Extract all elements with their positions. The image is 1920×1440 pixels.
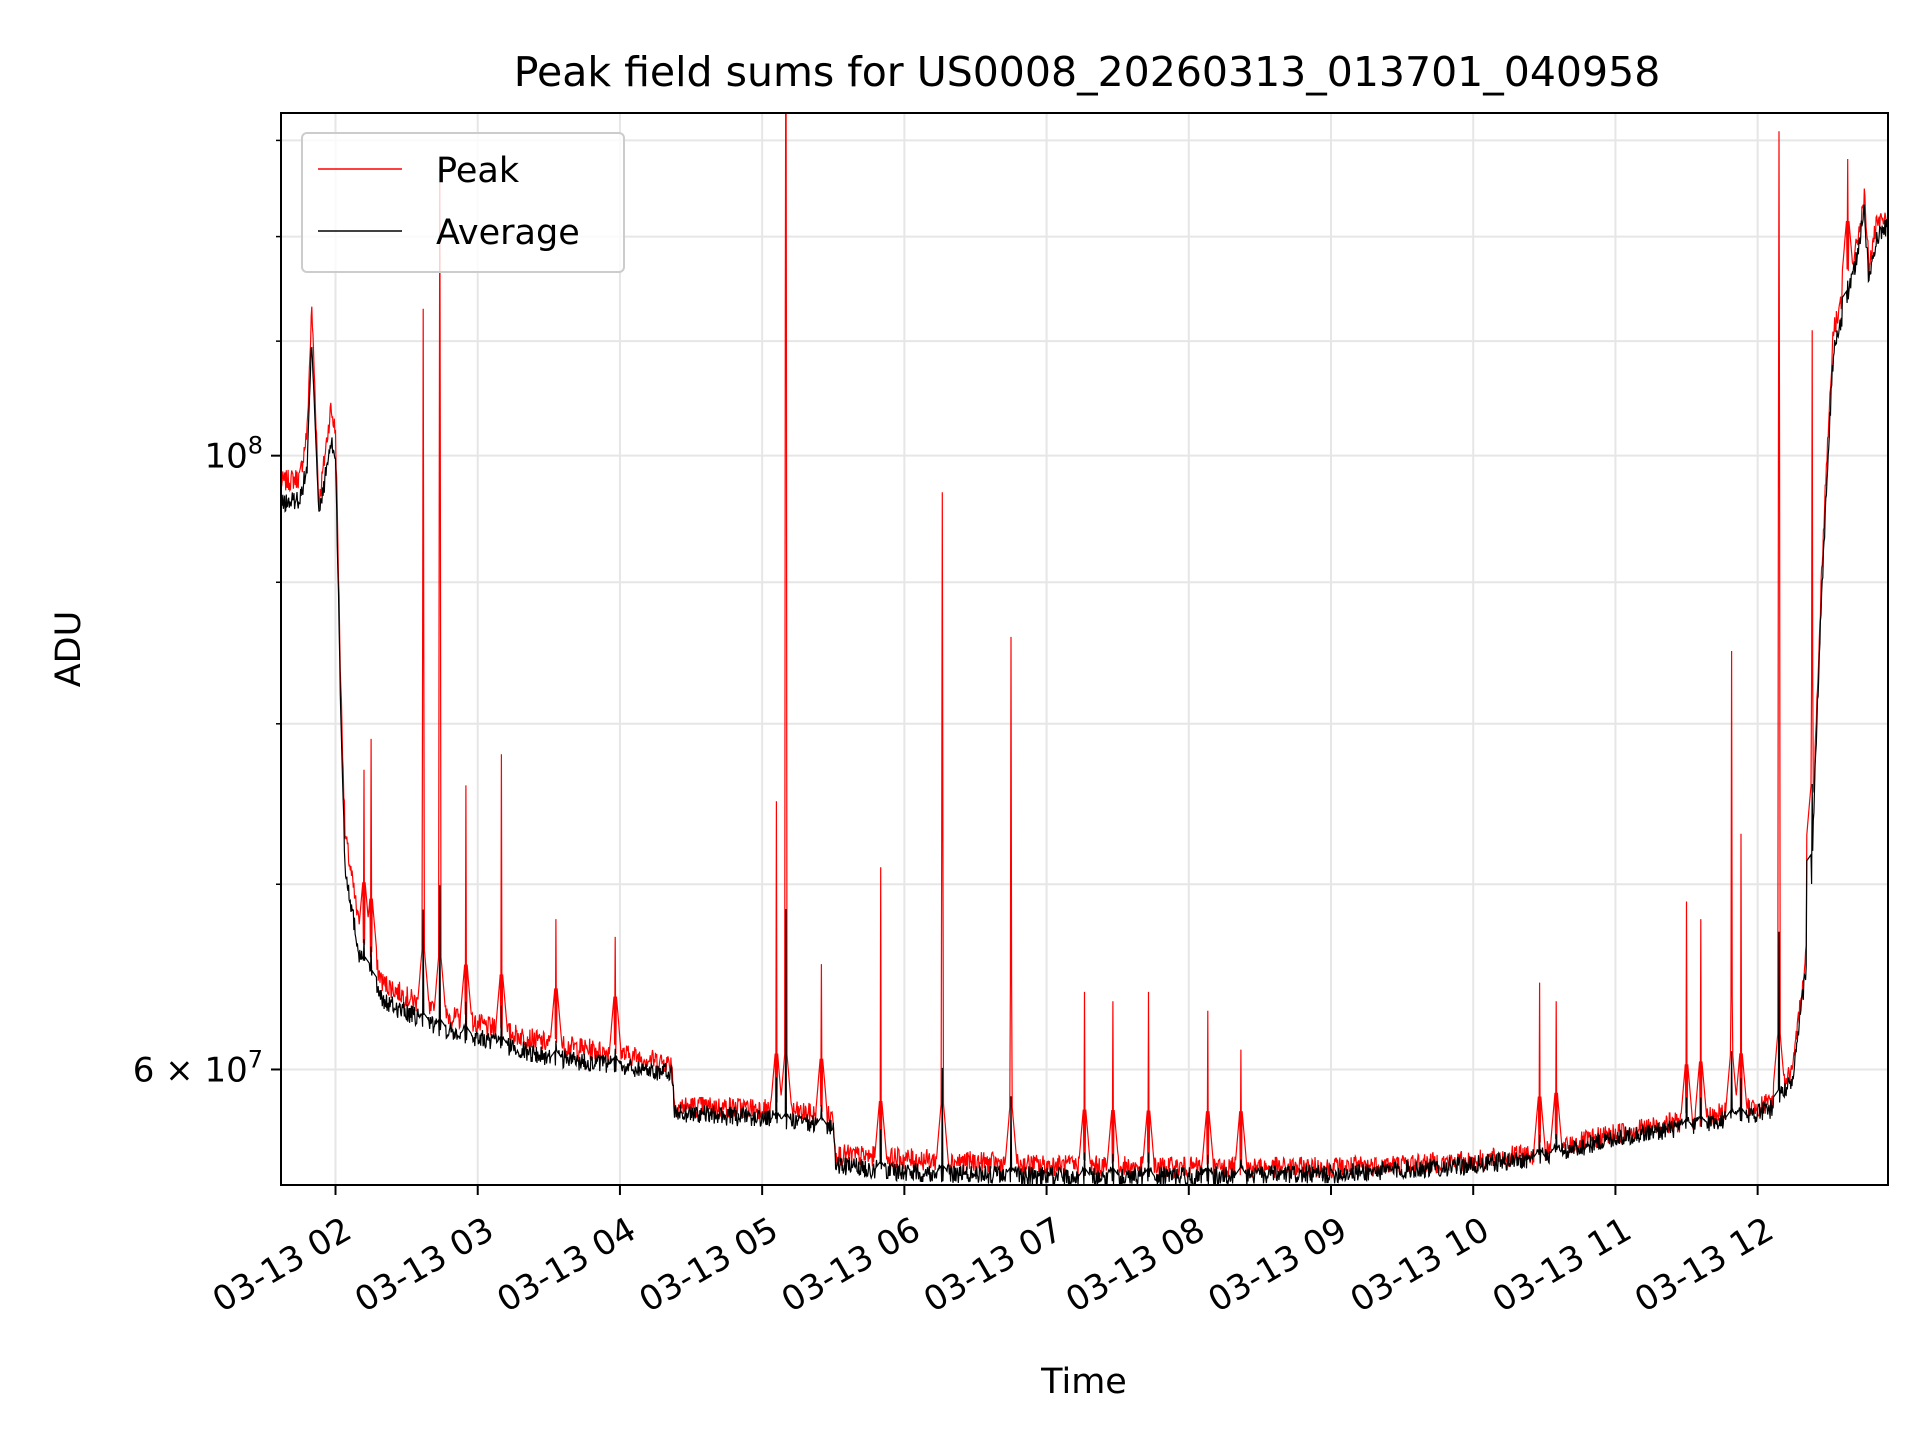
grid (281, 113, 1888, 1185)
legend-label-peak: Peak (436, 151, 520, 191)
legend-label-average: Average (436, 213, 580, 253)
y-tick-label: 6 × 107 (133, 1045, 263, 1090)
chart-title: Peak field sums for US0008_20260313_0137… (514, 48, 1661, 96)
plot-frame (280, 112, 1889, 1186)
legend: Peak Average (301, 132, 625, 273)
series-line-average (281, 204, 1888, 1185)
y-axis-label: ADU (49, 611, 89, 688)
series-layer (281, 113, 1888, 1185)
legend-box (301, 132, 625, 273)
x-axis-label: Time (1040, 1362, 1127, 1402)
plot-area (281, 113, 1888, 1185)
